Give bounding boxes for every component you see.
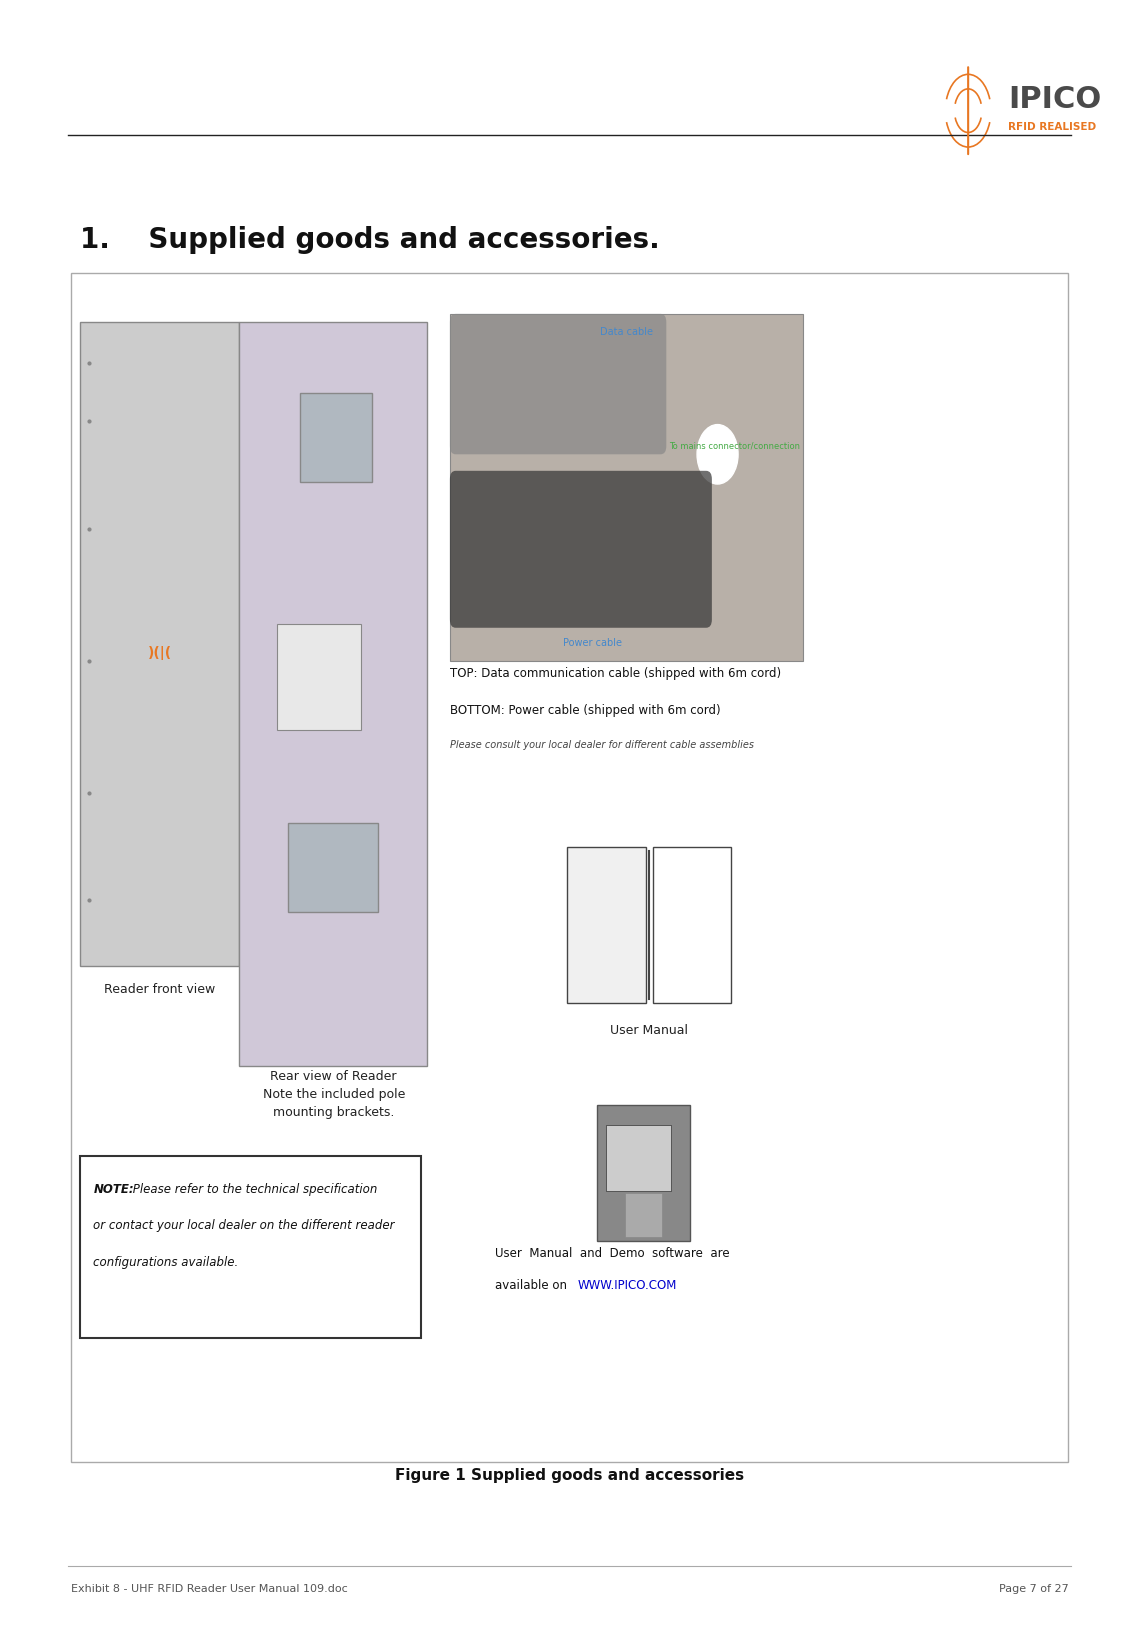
- FancyBboxPatch shape: [239, 322, 427, 1066]
- FancyBboxPatch shape: [606, 1125, 671, 1191]
- Text: WWW.IPICO.COM: WWW.IPICO.COM: [577, 1279, 677, 1292]
- Text: IPICO: IPICO: [1008, 84, 1101, 114]
- Text: available on: available on: [495, 1279, 572, 1292]
- Text: Figure 1 Supplied goods and accessories: Figure 1 Supplied goods and accessories: [395, 1467, 744, 1483]
- Text: NOTE:: NOTE:: [93, 1183, 134, 1196]
- FancyBboxPatch shape: [450, 314, 803, 661]
- Text: 1.    Supplied goods and accessories.: 1. Supplied goods and accessories.: [80, 226, 659, 253]
- Text: Power cable: Power cable: [563, 638, 622, 648]
- Text: BOTTOM: Power cable (shipped with 6m cord): BOTTOM: Power cable (shipped with 6m cor…: [450, 704, 721, 717]
- FancyBboxPatch shape: [450, 471, 712, 628]
- Text: configurations available.: configurations available.: [93, 1256, 239, 1269]
- FancyBboxPatch shape: [288, 823, 378, 912]
- FancyBboxPatch shape: [80, 322, 239, 966]
- FancyBboxPatch shape: [80, 1156, 421, 1338]
- Text: User  Manual  and  Demo  software  are: User Manual and Demo software are: [495, 1247, 730, 1260]
- Text: Data cable: Data cable: [600, 327, 653, 337]
- Text: User Manual: User Manual: [611, 1024, 688, 1037]
- Text: Page 7 of 27: Page 7 of 27: [999, 1584, 1068, 1594]
- FancyBboxPatch shape: [625, 1193, 662, 1237]
- Circle shape: [697, 425, 738, 484]
- Text: Please refer to the technical specification: Please refer to the technical specificat…: [129, 1183, 377, 1196]
- Text: or contact your local dealer on the different reader: or contact your local dealer on the diff…: [93, 1219, 395, 1232]
- FancyBboxPatch shape: [277, 624, 361, 730]
- Text: TOP: Data communication cable (shipped with 6m cord): TOP: Data communication cable (shipped w…: [450, 667, 781, 681]
- Text: Rear view of Reader
Note the included pole
mounting brackets.: Rear view of Reader Note the included po…: [262, 1070, 404, 1120]
- Text: )(|(: )(|(: [147, 646, 172, 659]
- Text: To mains connector/connection: To mains connector/connection: [669, 441, 801, 449]
- FancyBboxPatch shape: [71, 273, 1068, 1462]
- FancyBboxPatch shape: [567, 847, 646, 1003]
- Text: Reader front view: Reader front view: [104, 983, 215, 996]
- Text: Please consult your local dealer for different cable assemblies: Please consult your local dealer for dif…: [450, 740, 754, 750]
- FancyBboxPatch shape: [450, 314, 666, 454]
- FancyBboxPatch shape: [597, 1105, 690, 1241]
- Text: Exhibit 8 - UHF RFID Reader User Manual 109.doc: Exhibit 8 - UHF RFID Reader User Manual …: [71, 1584, 347, 1594]
- Text: RFID REALISED: RFID REALISED: [1008, 122, 1096, 132]
- FancyBboxPatch shape: [300, 393, 372, 482]
- FancyBboxPatch shape: [653, 847, 731, 1003]
